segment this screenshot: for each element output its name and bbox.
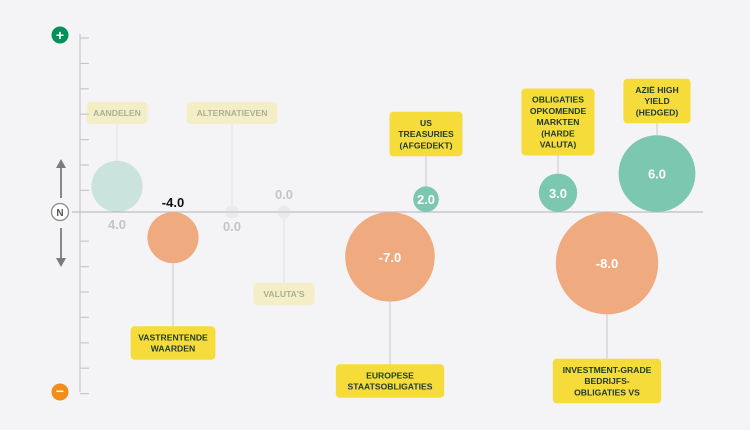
bubble-vastrentende-waarden bbox=[147, 212, 199, 264]
label-box-europese-staatsobligaties bbox=[335, 364, 445, 398]
label-box-obligaties-opkomende-markten-harde-valuta bbox=[521, 88, 595, 156]
value-vastrentende-waarden: -4.0 bbox=[162, 195, 184, 210]
neutral-badge-icon bbox=[50, 202, 70, 222]
neutral-badge-label: N bbox=[56, 208, 63, 219]
label-alternatieven: ALTERNATIEVEN bbox=[197, 108, 268, 118]
label-obligaties-opkomende-markten-harde-valuta: OBLIGATIES OPKOMENDE MARKTEN (HARDE VALUTA) bbox=[530, 95, 587, 150]
label-box-investment-grade-bedrijfs-obligaties-vs bbox=[552, 358, 662, 404]
bubble-investment-grade-bedrijfs-obligaties-vs bbox=[555, 212, 659, 315]
bubble-alternatieven bbox=[225, 205, 239, 219]
bubble-europese-staatsobligaties bbox=[345, 211, 435, 302]
label-box-azi-high-yield-hedged bbox=[623, 78, 691, 124]
arrow-down-head-icon bbox=[56, 258, 66, 267]
plus-badge-label: + bbox=[56, 27, 64, 43]
label-box-vastrentende-waarden bbox=[130, 326, 216, 360]
plus-badge-icon bbox=[51, 26, 69, 44]
label-vastrentende-waarden: VASTRENTENDE WAARDEN bbox=[138, 333, 208, 354]
bubble-valuta-s bbox=[277, 205, 291, 219]
minus-badge-label: − bbox=[56, 383, 64, 399]
label-valuta-s: VALUTA'S bbox=[263, 289, 305, 299]
label-europese-staatsobligaties: EUROPESE STAATSOBLIGATIES bbox=[348, 371, 433, 392]
label-investment-grade-bedrijfs-obligaties-vs: INVESTMENT-GRADE BEDRIJFS-OBLIGATIES VS bbox=[563, 365, 652, 397]
value-investment-grade-bedrijfs-obligaties-vs: -8.0 bbox=[596, 256, 618, 271]
value-aandelen: 4.0 bbox=[108, 217, 126, 232]
label-aandelen: AANDELEN bbox=[93, 108, 141, 118]
value-obligaties-opkomende-markten-harde-valuta: 3.0 bbox=[549, 186, 567, 201]
label-box-us-treasuries-afgedekt bbox=[389, 111, 463, 157]
bubble-obligaties-opkomende-markten-harde-valuta bbox=[538, 173, 578, 212]
label-azi-high-yield-hedged: AZIË HIGH YIELD (HEDGED) bbox=[635, 85, 678, 117]
bubble-aandelen bbox=[91, 160, 143, 212]
value-alternatieven: 0.0 bbox=[223, 219, 241, 234]
value-europese-staatsobligaties: -7.0 bbox=[379, 250, 401, 265]
label-box-valuta-s bbox=[253, 282, 315, 306]
minus-badge-icon bbox=[51, 383, 69, 401]
value-azi-high-yield-hedged: 6.0 bbox=[648, 167, 666, 182]
bubble-us-treasuries-afgedekt bbox=[413, 186, 439, 212]
arrow-up-head-icon bbox=[56, 159, 66, 168]
value-valuta-s: 0.0 bbox=[275, 187, 293, 202]
label-box-alternatieven bbox=[186, 101, 278, 125]
label-box-aandelen bbox=[86, 101, 148, 125]
label-us-treasuries-afgedekt: US TREASURIES (AFGEDEKT) bbox=[398, 118, 454, 150]
bubble-azi-high-yield-hedged bbox=[618, 135, 696, 213]
value-us-treasuries-afgedekt: 2.0 bbox=[417, 192, 435, 207]
